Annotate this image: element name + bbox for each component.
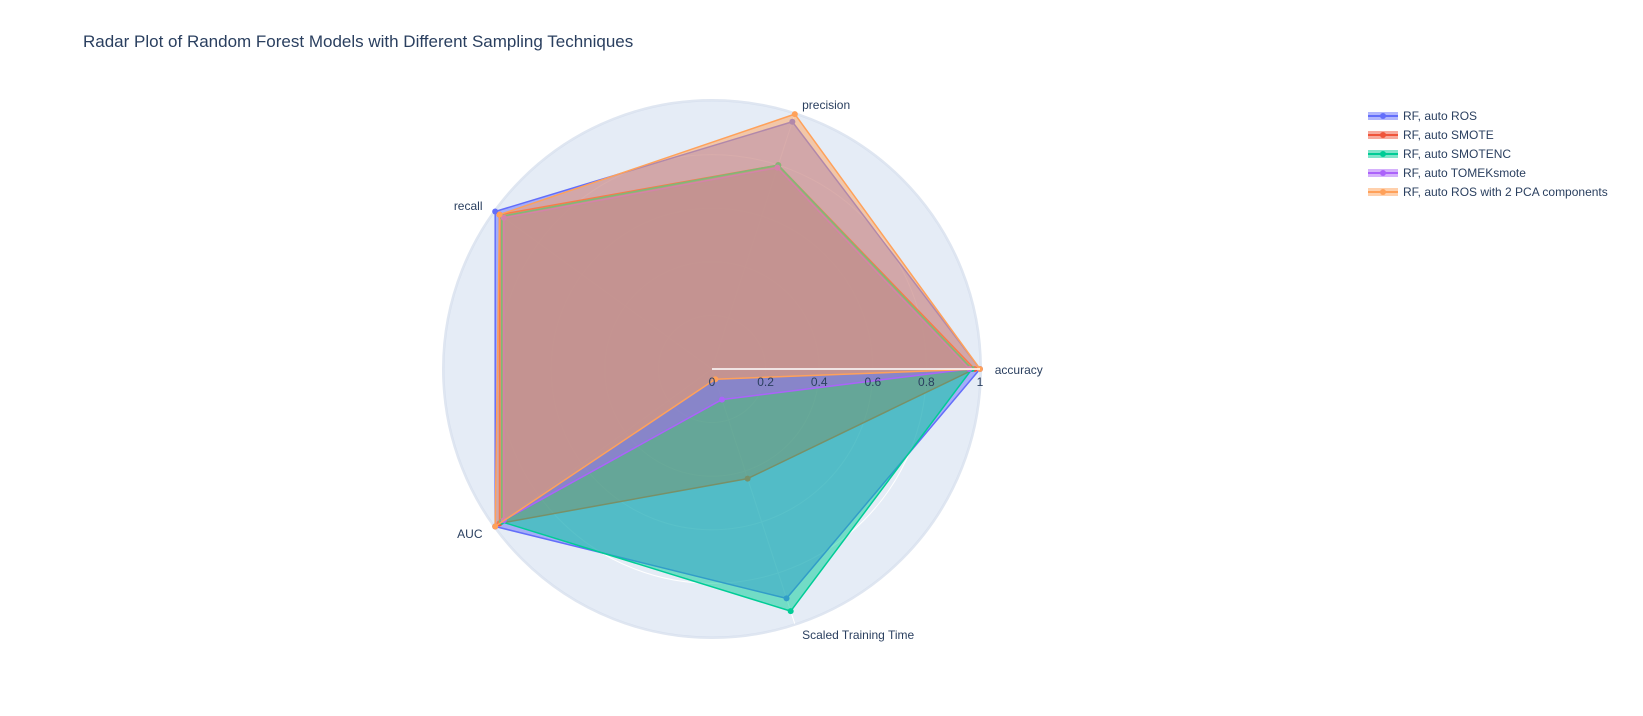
- angular-axis-label: accuracy: [995, 363, 1043, 377]
- label-layer: 0 0.2 0.4 0.6 0.8 1 accuracy precision recall AUC…: [454, 98, 1043, 642]
- data-point: [718, 396, 725, 403]
- legend-swatch: [1368, 110, 1398, 122]
- legend-item[interactable]: RF, auto SMOTE: [1368, 125, 1608, 144]
- legend-label: RF, auto ROS: [1403, 108, 1478, 123]
- radial-tick-label: 0.8: [918, 375, 935, 389]
- legend-label: RF, auto ROS with 2 PCA components: [1403, 184, 1608, 199]
- angular-axis-label: AUC: [457, 527, 483, 541]
- legend-item[interactable]: RF, auto TOMEKsmote: [1368, 163, 1608, 182]
- chart-title: Radar Plot of Random Forest Models with …: [83, 32, 634, 51]
- radial-tick-label: 0.4: [811, 375, 828, 389]
- legend-swatch: [1368, 186, 1398, 198]
- legend-swatch: [1368, 148, 1398, 160]
- angular-axis-label: Scaled Training Time: [802, 628, 914, 642]
- data-point: [496, 211, 503, 218]
- data-point: [791, 111, 798, 118]
- radial-tick-label: 0.6: [864, 375, 881, 389]
- data-point: [492, 208, 499, 215]
- legend: RF, auto ROS RF, auto SMOTE RF, auto SMOTE…: [1368, 106, 1608, 201]
- legend-item[interactable]: RF, auto ROS with 2 PCA components: [1368, 182, 1608, 201]
- series-layer: [492, 111, 983, 615]
- legend-item[interactable]: RF, auto ROS: [1368, 106, 1608, 125]
- radial-tick-label: 0: [709, 375, 716, 389]
- data-point: [492, 523, 499, 530]
- radial-tick-label: 1: [977, 375, 984, 389]
- series-4: [492, 111, 983, 530]
- legend-swatch: [1368, 167, 1398, 179]
- data-point: [787, 608, 794, 615]
- legend-label: RF, auto SMOTE: [1403, 127, 1494, 142]
- legend-label: RF, auto SMOTENC: [1403, 146, 1512, 161]
- data-point: [712, 376, 719, 383]
- radial-tick-label: 0.2: [757, 375, 774, 389]
- legend-label: RF, auto TOMEKsmote: [1403, 165, 1526, 180]
- legend-swatch: [1368, 129, 1398, 141]
- angular-axis-label: recall: [454, 199, 483, 213]
- series-area: [494, 113, 981, 528]
- legend-item[interactable]: RF, auto SMOTENC: [1368, 144, 1608, 163]
- angular-axis-label: precision: [802, 98, 850, 112]
